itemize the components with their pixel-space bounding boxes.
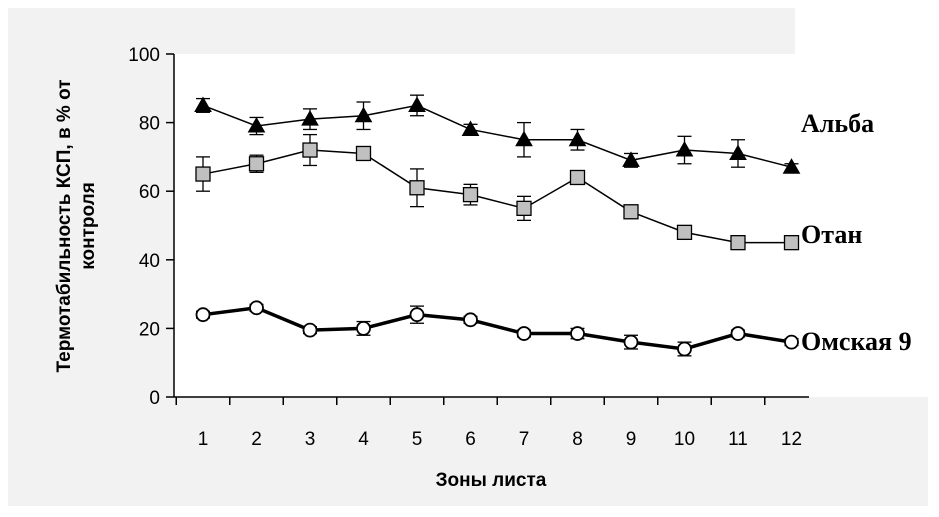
data-point bbox=[462, 186, 479, 203]
label-area-top bbox=[795, 6, 939, 94]
x-tick-label: 5 bbox=[412, 429, 423, 450]
y-tick-label: 0 bbox=[149, 388, 160, 409]
data-point bbox=[195, 166, 211, 182]
x-tick-label: 10 bbox=[674, 429, 695, 450]
data-point bbox=[622, 151, 640, 167]
y-tick-label: 20 bbox=[139, 319, 160, 340]
labels-layer: Альба Отан Омская 9 bbox=[801, 109, 912, 356]
data-point bbox=[463, 312, 478, 328]
y-tick-label: 60 bbox=[139, 182, 160, 203]
x-axis-title: Зоны листа bbox=[436, 470, 547, 491]
data-point bbox=[248, 156, 265, 172]
series-triangle bbox=[194, 94, 801, 174]
data-point bbox=[675, 141, 694, 157]
x-tick-label: 7 bbox=[519, 429, 530, 450]
data-point bbox=[249, 300, 264, 316]
data-point bbox=[677, 341, 692, 357]
x-tick-label: 4 bbox=[358, 429, 369, 450]
data-point bbox=[782, 158, 801, 174]
series-label: Отан bbox=[801, 220, 862, 249]
series-circle bbox=[195, 300, 799, 357]
series-line bbox=[202, 306, 792, 351]
data-point bbox=[409, 180, 425, 196]
data-point bbox=[195, 307, 211, 323]
data-point bbox=[676, 224, 693, 241]
data-point bbox=[247, 117, 266, 133]
data-point bbox=[194, 96, 212, 112]
y-tick-label: 40 bbox=[139, 251, 160, 272]
y-axis-title-line: Термотабильность КСП, в % от bbox=[54, 79, 75, 372]
data-point bbox=[570, 326, 585, 341]
x-tick-label: 1 bbox=[198, 429, 209, 450]
x-tick-label: 12 bbox=[781, 429, 802, 450]
data-point bbox=[568, 130, 587, 147]
data-point bbox=[784, 334, 799, 350]
data-point bbox=[408, 96, 426, 112]
data-point bbox=[783, 234, 800, 251]
data-point bbox=[409, 307, 425, 323]
data-point bbox=[516, 200, 532, 217]
data-point bbox=[729, 144, 747, 160]
x-tick-label: 3 bbox=[305, 429, 316, 450]
series-label: Альба bbox=[801, 109, 874, 138]
data-point bbox=[730, 326, 746, 341]
data-point bbox=[356, 320, 371, 336]
y-axis-title-line: контроля bbox=[78, 182, 99, 270]
data-point bbox=[623, 334, 639, 350]
data-point bbox=[355, 145, 372, 162]
data-point bbox=[302, 142, 318, 158]
data-point bbox=[461, 120, 480, 136]
data-point bbox=[354, 106, 373, 123]
label-area bbox=[800, 94, 939, 397]
x-tick-label: 2 bbox=[251, 429, 262, 450]
series-label: Омская 9 bbox=[801, 327, 912, 356]
data-point bbox=[730, 234, 746, 251]
data-point bbox=[516, 326, 532, 341]
y-axis-title: Термотабильность КСП, в % от контроля bbox=[54, 79, 99, 372]
y-tick-label: 100 bbox=[128, 45, 160, 66]
plot-area bbox=[174, 54, 809, 397]
x-tick-label: 11 bbox=[728, 429, 748, 450]
series-line bbox=[202, 149, 792, 244]
series-square bbox=[195, 133, 800, 251]
series-line bbox=[202, 104, 792, 168]
data-point bbox=[301, 110, 319, 126]
data-point bbox=[623, 204, 639, 220]
series-layer bbox=[194, 94, 801, 357]
x-tick-label: 6 bbox=[465, 429, 476, 450]
data-point bbox=[515, 130, 533, 147]
y-tick-label: 80 bbox=[139, 114, 160, 135]
data-point bbox=[302, 322, 318, 338]
data-point bbox=[569, 169, 586, 186]
x-tick-label: 8 bbox=[572, 429, 583, 450]
x-tick-label: 9 bbox=[626, 429, 637, 450]
